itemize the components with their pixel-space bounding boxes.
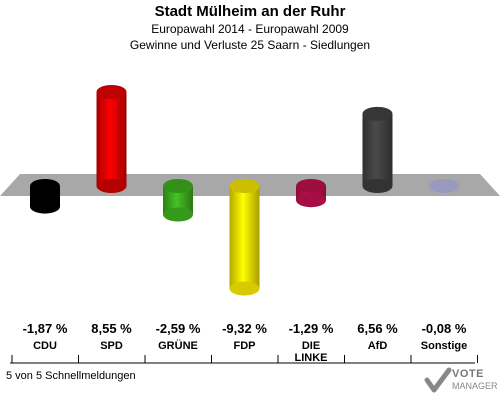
bar-spd bbox=[96, 84, 127, 193]
bar-grüne bbox=[163, 179, 193, 222]
category-label: SPD bbox=[100, 340, 123, 352]
checkmark-icon bbox=[424, 367, 452, 393]
category-label: GRÜNE bbox=[158, 340, 198, 352]
value-label: -1,87 % bbox=[22, 321, 68, 336]
footer-note: 5 von 5 Schnellmeldungen bbox=[6, 370, 136, 382]
category-label: Sonstige bbox=[420, 340, 468, 352]
bar-sonstige bbox=[429, 179, 459, 193]
bar-cdu bbox=[30, 179, 60, 214]
value-label: 8,55 % bbox=[91, 321, 132, 336]
category-label: DIE LINKE bbox=[294, 340, 328, 364]
chart-subtitle: Europawahl 2014 - Europawahl 2009 bbox=[151, 22, 349, 36]
category-label: CDU bbox=[33, 340, 57, 352]
value-label: -2,59 % bbox=[155, 321, 201, 336]
bar-die-linke bbox=[296, 179, 326, 208]
bar-afd bbox=[362, 106, 393, 193]
chart-title: Stadt Mülheim an der Ruhr bbox=[154, 3, 346, 20]
category-label: AfD bbox=[367, 340, 388, 352]
logo-subtext: MANAGER bbox=[452, 381, 498, 391]
value-label: -9,32 % bbox=[222, 321, 267, 336]
chart-subtitle-2: Gewinne und Verluste 25 Saarn - Siedlung… bbox=[129, 38, 371, 52]
category-label: FDP bbox=[233, 340, 256, 352]
value-label: 6,56 % bbox=[357, 321, 398, 336]
value-label: -0,08 % bbox=[421, 321, 467, 336]
bar-fdp bbox=[229, 179, 260, 296]
value-label: -1,29 % bbox=[288, 321, 334, 336]
vote-manager-logo: VOTE MANAGER bbox=[424, 366, 498, 398]
logo-text: VOTE bbox=[452, 368, 484, 380]
